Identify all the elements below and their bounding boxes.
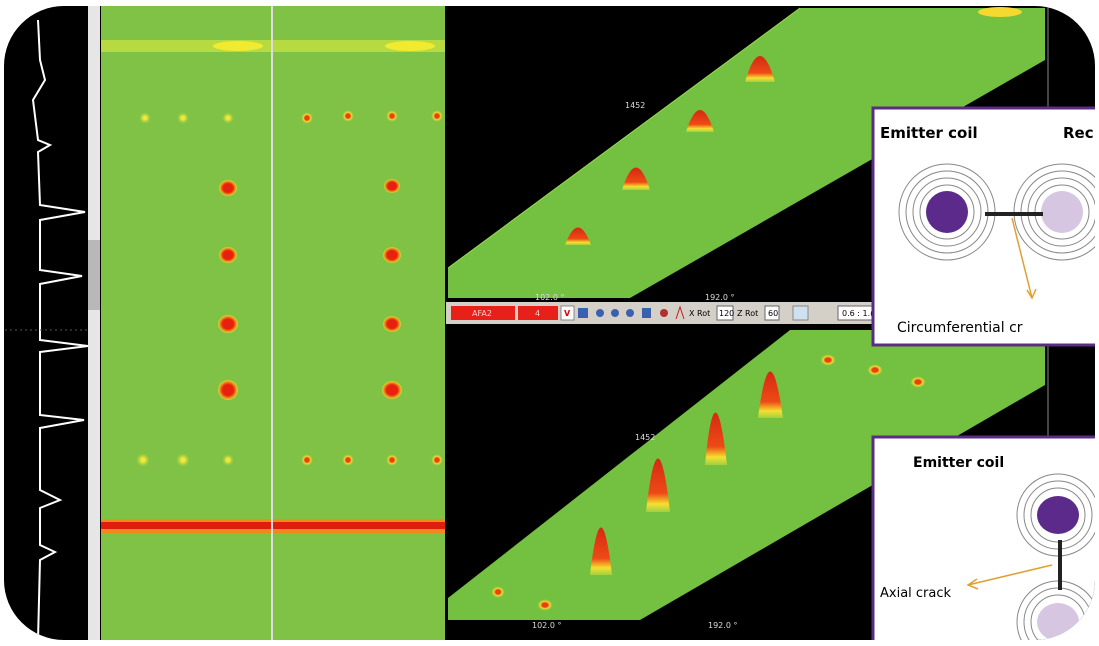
crack-label: Axial crack xyxy=(880,586,952,601)
number-box[interactable] xyxy=(518,306,558,320)
view-3d-bottom: 1452 102.0 ° 192.0 ° xyxy=(448,330,1045,630)
emitter-label: Emitter coil xyxy=(913,455,1004,471)
axis-label: 192.0 ° xyxy=(708,621,737,630)
receiver-label: Rec xyxy=(1063,124,1094,142)
signal-trace xyxy=(31,19,89,640)
c-scan-right xyxy=(273,6,445,640)
crack-label: Circumferential cr xyxy=(897,320,1023,336)
scrollbar xyxy=(88,6,100,640)
x-rot-label: X Rot xyxy=(689,309,710,318)
mode: V xyxy=(564,309,571,318)
scroll-thumb[interactable] xyxy=(88,240,100,310)
toolbar: AFA2 4 V X Rot 120 Z Rot 60 0.6 : 1.( xyxy=(446,302,876,324)
channel: AFA2 xyxy=(472,309,492,318)
view-3d-top: 1452 102.0 ° 192.0 ° xyxy=(447,7,1045,302)
number: 4 xyxy=(535,309,540,318)
axis-label: 102.0 ° xyxy=(532,621,561,630)
channel-box[interactable] xyxy=(451,306,515,320)
emitter-label: Emitter coil xyxy=(880,124,978,142)
inset-axial: Emitter coil Axial crack xyxy=(871,435,1095,640)
tool-icons[interactable] xyxy=(578,305,685,320)
z-rot-label: Z Rot xyxy=(737,309,758,318)
mode-button[interactable] xyxy=(560,305,575,321)
z-rot-value: 60 xyxy=(768,309,778,318)
inset-circumferential: Emitter coil Rec Circumferential cr xyxy=(871,106,1095,347)
axis-label: 192.0 ° xyxy=(705,293,734,302)
axis-label: 102.0 ° xyxy=(535,293,564,302)
x-rot-input[interactable] xyxy=(716,305,734,321)
view-button[interactable] xyxy=(792,305,809,321)
scale: 0.6 : 1.( xyxy=(842,309,873,318)
depth-label: 1452 xyxy=(625,101,645,110)
depth-label: 1452 xyxy=(635,433,655,442)
z-rot-input[interactable] xyxy=(764,305,780,321)
c-scan-left xyxy=(101,6,271,640)
x-rot-value: 120 xyxy=(719,309,734,318)
